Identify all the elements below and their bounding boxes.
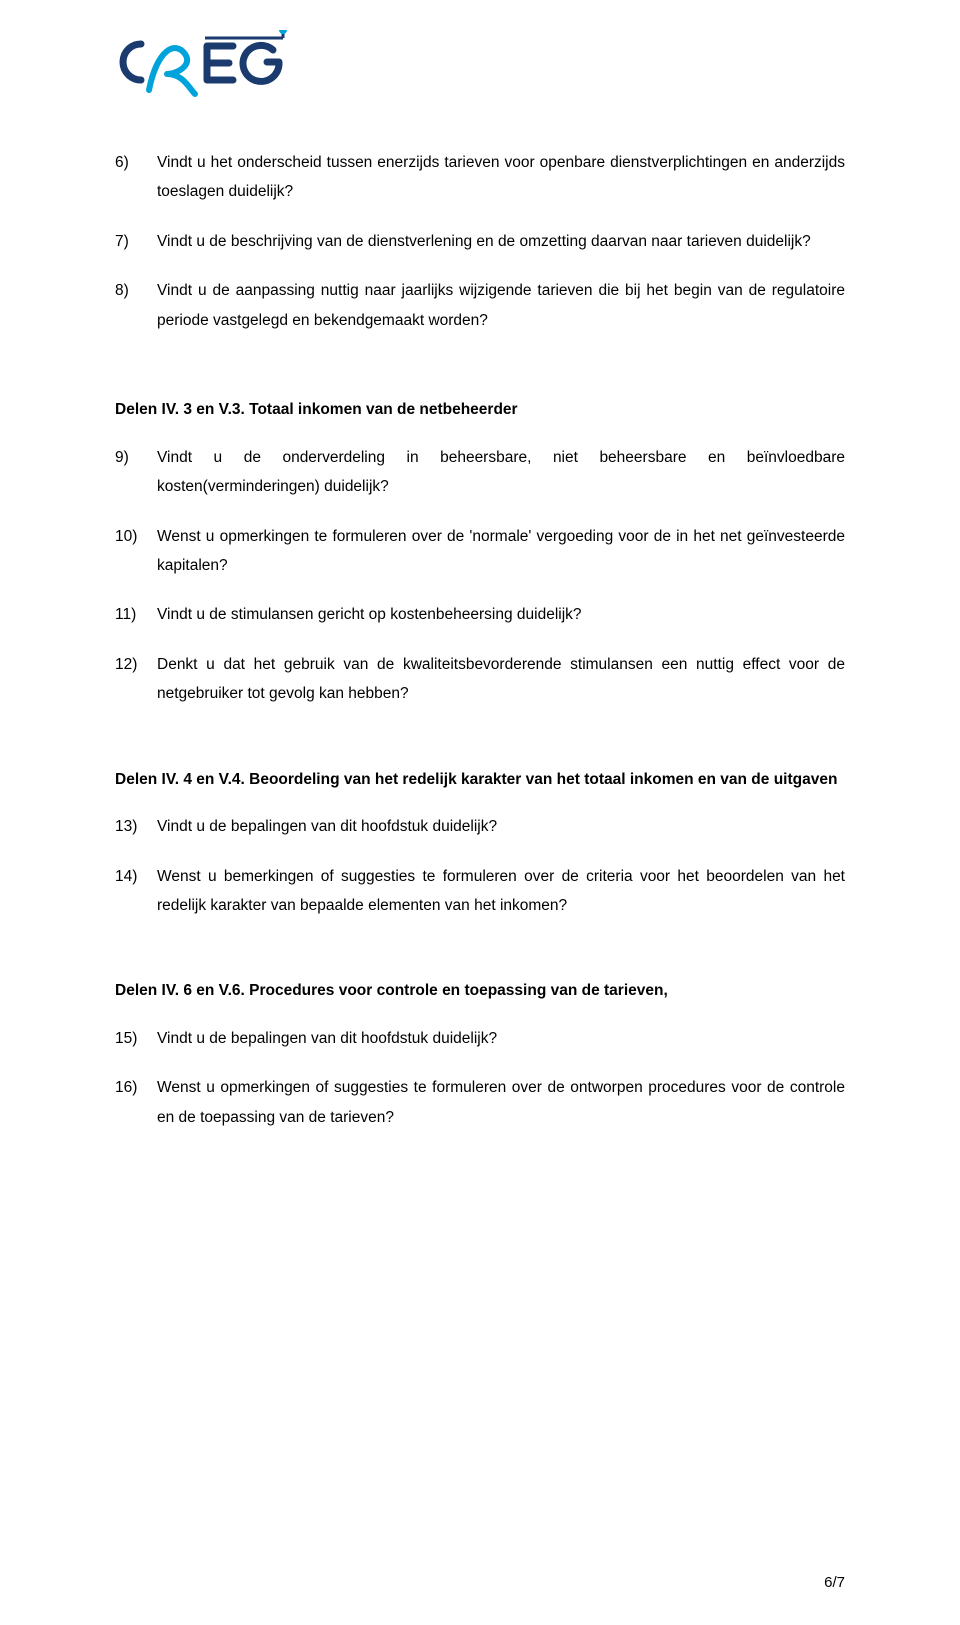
question-10: 10) Wenst u opmerkingen te formuleren ov… bbox=[115, 522, 845, 581]
question-8: 8) Vindt u de aanpassing nuttig naar jaa… bbox=[115, 276, 845, 335]
section-heading-3: Delen IV. 3 en V.3. Totaal inkomen van d… bbox=[115, 395, 845, 424]
item-text: Wenst u opmerkingen te formuleren over d… bbox=[157, 522, 845, 581]
item-number: 13) bbox=[115, 812, 157, 841]
section-heading-6: Delen IV. 6 en V.6. Procedures voor cont… bbox=[115, 976, 845, 1005]
item-number: 10) bbox=[115, 522, 157, 581]
item-number: 7) bbox=[115, 227, 157, 256]
item-text: Vindt u de bepalingen van dit hoofdstuk … bbox=[157, 1024, 845, 1053]
question-9: 9) Vindt u de onderverdeling in beheersb… bbox=[115, 443, 845, 502]
creg-logo bbox=[115, 30, 845, 102]
question-11: 11) Vindt u de stimulansen gericht op ko… bbox=[115, 600, 845, 629]
page-number: 6/7 bbox=[824, 1574, 845, 1591]
question-16: 16) Wenst u opmerkingen of suggesties te… bbox=[115, 1073, 845, 1132]
item-text: Wenst u bemerkingen of suggesties te for… bbox=[157, 862, 845, 921]
item-number: 15) bbox=[115, 1024, 157, 1053]
question-6: 6) Vindt u het onderscheid tussen enerzi… bbox=[115, 148, 845, 207]
question-13: 13) Vindt u de bepalingen van dit hoofds… bbox=[115, 812, 845, 841]
item-text: Vindt u de stimulansen gericht op kosten… bbox=[157, 600, 845, 629]
item-text: Vindt u de beschrijving van de dienstver… bbox=[157, 227, 845, 256]
item-text: Wenst u opmerkingen of suggesties te for… bbox=[157, 1073, 845, 1132]
question-14: 14) Wenst u bemerkingen of suggesties te… bbox=[115, 862, 845, 921]
item-number: 6) bbox=[115, 148, 157, 207]
document-page: 6) Vindt u het onderscheid tussen enerzi… bbox=[0, 0, 960, 1625]
item-number: 8) bbox=[115, 276, 157, 335]
item-text: Denkt u dat het gebruik van de kwaliteit… bbox=[157, 650, 845, 709]
item-text: Vindt u het onderscheid tussen enerzijds… bbox=[157, 148, 845, 207]
item-number: 9) bbox=[115, 443, 157, 502]
item-number: 16) bbox=[115, 1073, 157, 1132]
question-15: 15) Vindt u de bepalingen van dit hoofds… bbox=[115, 1024, 845, 1053]
item-text: Vindt u de bepalingen van dit hoofdstuk … bbox=[157, 812, 845, 841]
question-7: 7) Vindt u de beschrijving van de dienst… bbox=[115, 227, 845, 256]
item-number: 11) bbox=[115, 600, 157, 629]
question-12: 12) Denkt u dat het gebruik van de kwali… bbox=[115, 650, 845, 709]
item-text: Vindt u de onderverdeling in beheersbare… bbox=[157, 443, 845, 502]
section-heading-4: Delen IV. 4 en V.4. Beoordeling van het … bbox=[115, 765, 845, 794]
item-text: Vindt u de aanpassing nuttig naar jaarli… bbox=[157, 276, 845, 335]
item-number: 12) bbox=[115, 650, 157, 709]
item-number: 14) bbox=[115, 862, 157, 921]
